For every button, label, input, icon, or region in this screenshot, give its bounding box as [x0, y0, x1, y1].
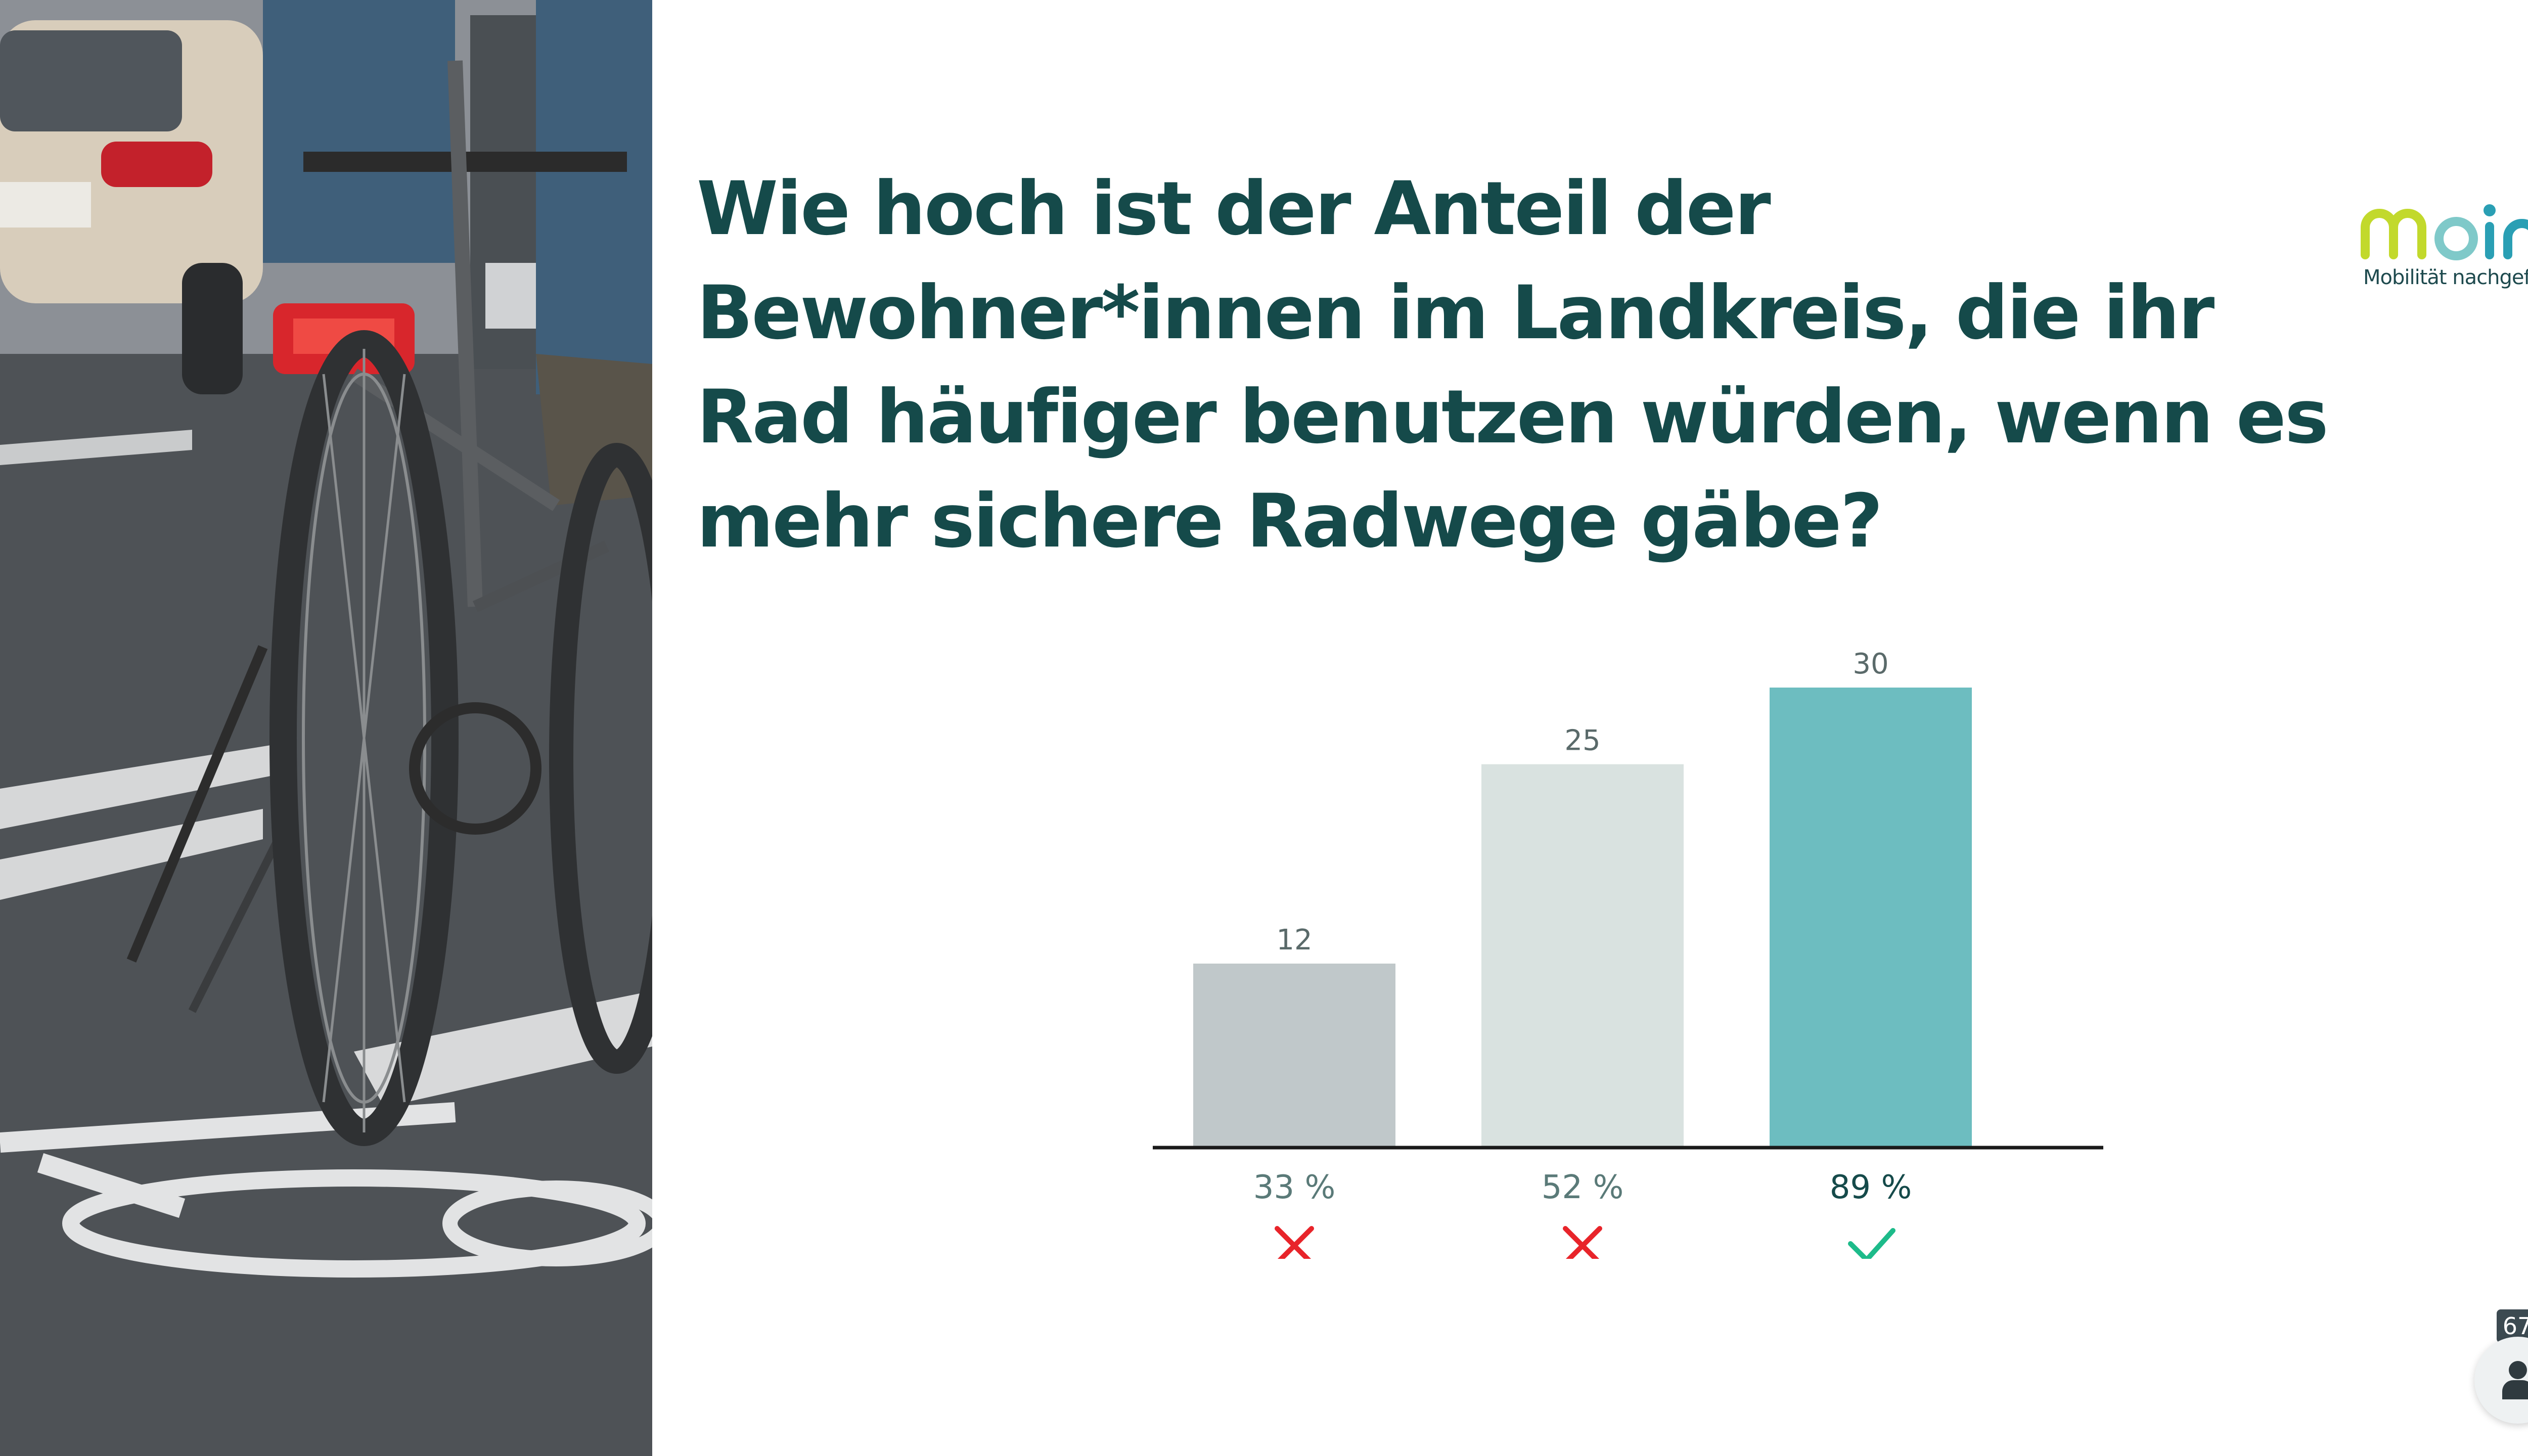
cyclist-photo: [0, 0, 652, 1456]
cross-icon: [1275, 1226, 1314, 1259]
logo-tagline: Mobilität nachgefragt.: [2363, 266, 2528, 289]
chart-bar: [1481, 764, 1684, 1148]
moin-logo-mark: [2361, 204, 2528, 260]
moin-logo: Mobilität nachgefragt.: [2360, 198, 2528, 299]
bar-value-label: 30: [1853, 648, 1888, 680]
check-icon: [1848, 1228, 1895, 1259]
question-title: Wie hoch ist der Anteil der Bewohner*inn…: [697, 166, 2329, 564]
results-bar-chart: 12 33 % 25 52 % 30 89 %: [1153, 648, 2103, 1259]
bar-category-label: 52 %: [1542, 1169, 1624, 1206]
bar-category-label: 89 %: [1830, 1169, 1912, 1206]
bar-value-label: 12: [1276, 924, 1312, 957]
participants-button[interactable]: [2474, 1337, 2528, 1424]
chart-bar: [1770, 688, 1972, 1148]
person-icon: [2502, 1361, 2528, 1399]
cross-icon: [1563, 1226, 1602, 1259]
bar-category-label: 33 %: [1253, 1169, 1336, 1206]
bar-value-label: 25: [1564, 724, 1600, 757]
chart-bar: [1193, 964, 1395, 1148]
